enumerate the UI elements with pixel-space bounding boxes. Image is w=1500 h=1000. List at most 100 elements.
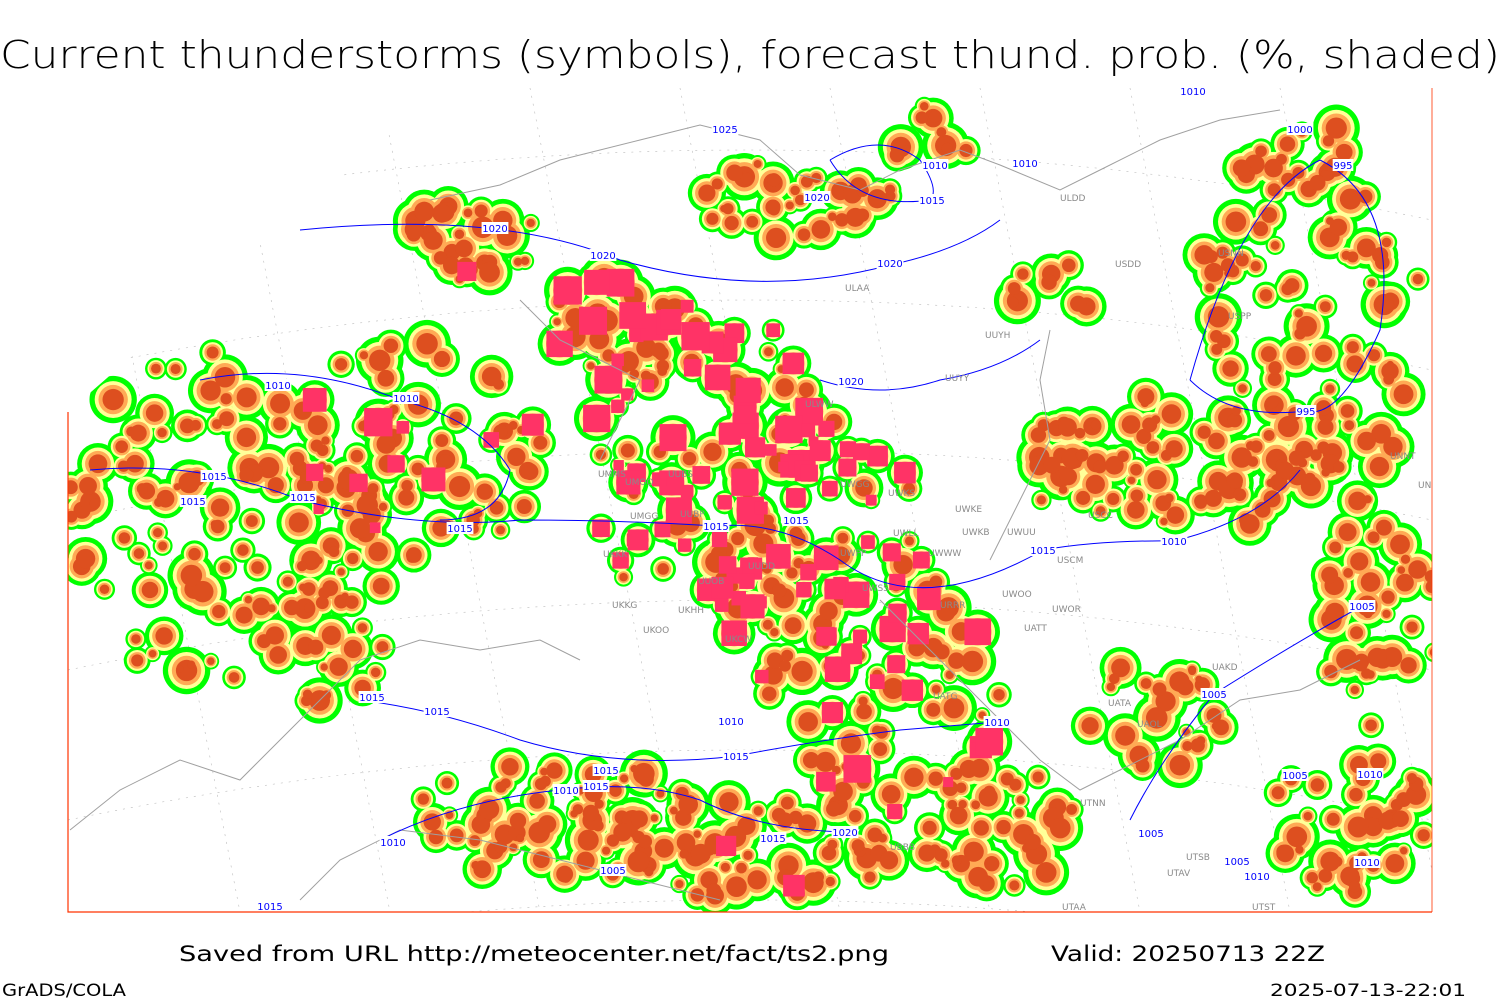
probability-cell [955,782,967,794]
probability-cell [1365,719,1377,732]
current-thunderstorm-cell [775,415,803,444]
probability-cell [126,454,144,473]
probability-cell [791,531,806,547]
probability-cell [928,110,941,123]
probability-cell [378,502,388,511]
probability-cell [1306,872,1318,884]
probability-cell [148,649,157,658]
isobar-label: 1025 [712,125,737,136]
current-thunderstorm-cell [739,573,755,589]
probability-cell [187,660,196,669]
current-thunderstorm-cell [755,669,769,684]
current-thunderstorm-cell [735,405,755,424]
probability-cell [1348,880,1361,893]
probability-cell [321,436,330,445]
probability-cell [654,838,674,858]
probability-cell [1288,450,1305,466]
probability-cell [1075,448,1089,462]
probability-cell [819,601,838,621]
generated-timestamp: 2025-07-13-22:01 [1270,981,1466,1000]
probability-cell [753,159,762,168]
probability-cell [1383,299,1395,310]
probability-cell [1289,468,1306,486]
probability-cell [1165,440,1183,458]
probability-cell [1363,495,1372,504]
probability-cell [1164,493,1174,503]
probability-cell [1390,798,1403,812]
current-thunderstorm-cell [692,466,711,484]
probability-cell [432,203,452,223]
probability-cell [220,393,232,405]
probability-cell [284,599,300,616]
probability-cell [117,460,130,472]
current-thunderstorm-cell [594,365,623,394]
current-thunderstorm-cell [889,573,906,591]
isobar-label: 1010 [1161,537,1186,548]
current-thunderstorm-cell [786,488,806,508]
probability-cell [918,844,936,862]
probability-cell [376,434,396,454]
probability-cell [1070,295,1087,312]
probability-cell [706,883,722,899]
probability-cell [1061,258,1076,273]
probability-cell [136,483,148,495]
probability-cell [724,215,739,231]
probability-cell [404,219,424,240]
probability-cell [849,809,862,823]
current-thunderstorm-cell [717,495,732,510]
probability-cell [219,411,235,427]
probability-cell [1268,361,1282,375]
probability-cell [1400,554,1411,564]
probability-cell [252,597,270,616]
probability-cell [926,702,941,717]
probability-cell [1142,417,1158,433]
probability-cell [1325,117,1347,139]
probability-cell [1321,162,1330,171]
station-label: UWOR [1052,605,1081,615]
probability-cell [1429,647,1432,657]
probability-cell [158,541,168,551]
isobar-label: 1010 [1357,770,1382,781]
probability-cell [1035,862,1057,883]
station-label: UUBS [668,470,693,480]
probability-cell [479,261,500,283]
current-thunderstorm-cell [731,468,759,496]
probability-cell [176,665,184,674]
station-label: UKKG [612,601,637,611]
probability-cell [207,657,215,665]
station-label: UWGG [840,480,869,490]
probability-cell [1325,602,1345,623]
probability-cell [968,866,988,887]
current-thunderstorm-cell [583,404,611,433]
current-thunderstorm-cell [782,352,805,375]
probability-cell [1324,664,1338,679]
probability-cell [1161,404,1182,424]
station-label: URRR [940,601,965,611]
probability-cell [526,218,535,228]
station-label: USPP [1228,312,1252,322]
probability-cell [784,617,802,634]
probability-cell [1381,590,1395,604]
current-thunderstorm-cell [809,440,831,462]
probability-cell [1281,282,1294,296]
probability-cell [827,839,838,850]
probability-cell [1338,523,1357,542]
probability-cell [1265,395,1279,409]
probability-cell [785,201,794,210]
current-thunderstorm-cell [683,359,702,377]
probability-cell [1255,145,1267,158]
probability-cell [1399,847,1408,855]
probability-cell [700,875,711,886]
station-label: UUDD [748,562,775,572]
probability-cell [1107,492,1120,506]
isobar-label: 1000 [1287,125,1312,136]
probability-cell [463,208,473,218]
current-thunderstorm-cell [843,755,872,783]
probability-cell [269,646,287,664]
probability-cell [1360,572,1381,592]
probability-cell [762,619,773,630]
probability-cell [337,568,345,576]
probability-cell [726,876,747,897]
probability-cell [556,865,574,883]
probability-cell [1169,754,1191,776]
